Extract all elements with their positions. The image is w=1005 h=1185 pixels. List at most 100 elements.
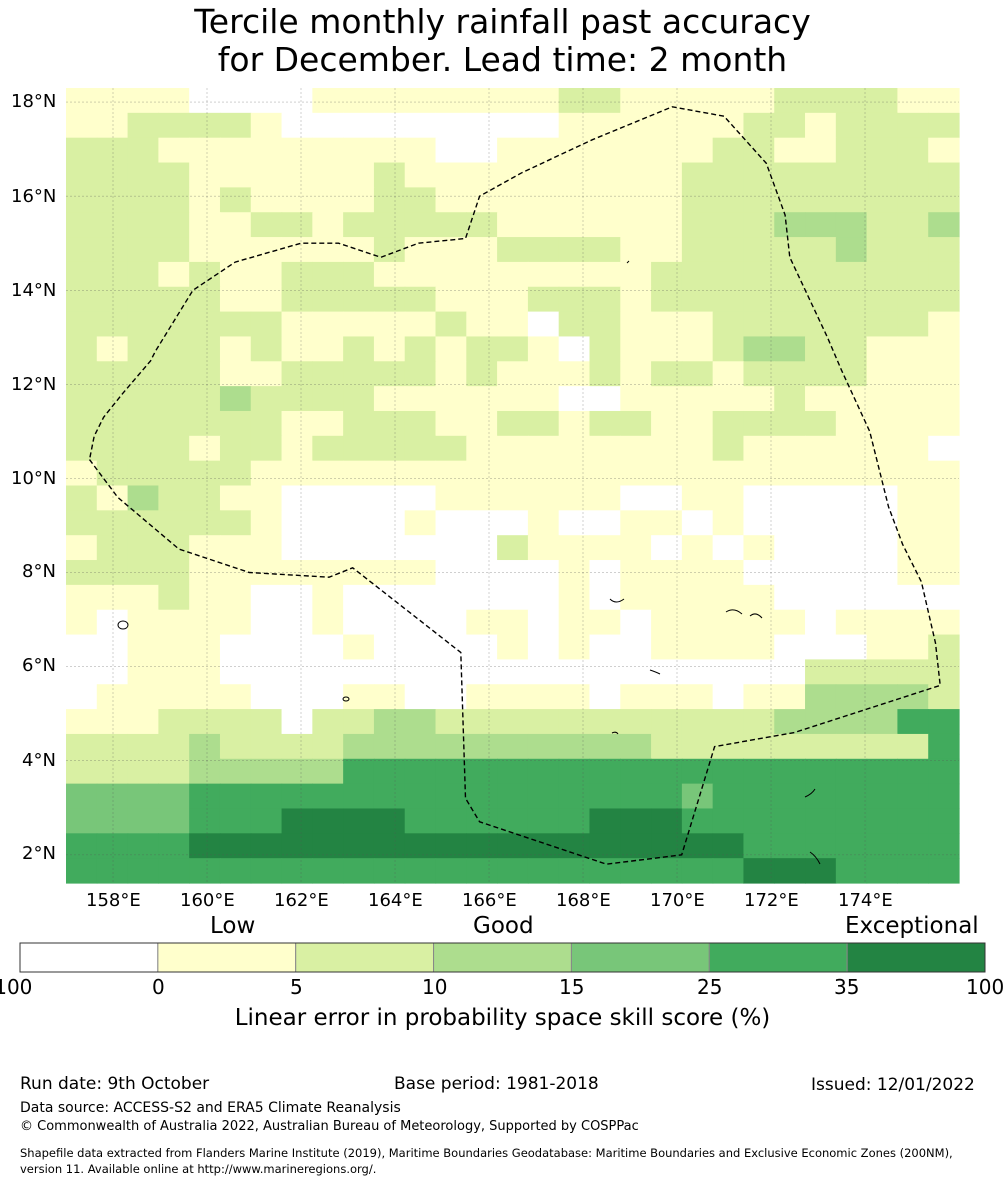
skill-cell [127,112,159,139]
skill-cell [497,460,529,487]
skill-cell [158,137,190,164]
skill-cell [774,684,806,710]
skill-cell [866,485,899,511]
skill-cell [404,460,437,487]
skill-cell [712,584,745,611]
skill-cell [96,435,129,462]
skill-cell [712,237,745,263]
skill-cell [343,709,375,735]
skill-cell [897,758,929,785]
skill-cell [373,510,406,536]
skill-cell [373,311,406,338]
skill-cell [127,386,159,412]
skill-cell [558,261,591,288]
skill-cell [928,833,960,859]
skill-cell [527,311,560,338]
skill-cell [466,758,498,785]
skill-cell [928,311,960,338]
skill-cell [805,485,837,511]
skill-cell [497,112,529,139]
skill-cell [712,758,745,785]
skill-cell [774,212,806,238]
skill-cell [189,311,221,338]
skill-cell [435,386,467,412]
skill-cell [189,684,221,710]
skill-cell [250,609,283,636]
skill-cell [66,162,98,188]
skill-cell [66,212,98,238]
skill-cell [281,311,313,338]
skill-cell [343,659,375,685]
skill-cell [312,410,344,437]
skill-cell [219,336,252,362]
skill-cell [66,733,98,760]
skill-cell [805,584,837,611]
island-outlines [117,260,821,865]
skill-cell [835,311,868,338]
skill-cell [928,783,960,810]
skill-cell [312,386,344,412]
skill-cell [435,137,467,164]
skill-cell [835,783,868,810]
skill-cell [343,535,375,561]
skill-cell [281,783,313,810]
skill-cell [404,758,437,785]
skill-cell [66,137,98,164]
skill-cell [712,510,745,536]
skill-cell [96,733,129,760]
skill-cell [466,833,498,859]
skill-cell [651,858,683,884]
skill-cell [897,460,929,487]
issued-date: Issued: 12/01/2022 [811,1075,975,1095]
skill-cell [281,162,313,188]
skill-cell [928,609,960,636]
skill-cell [835,435,868,462]
skill-cell [404,137,437,164]
skill-cell [589,112,621,139]
skill-cell [158,808,190,834]
skill-cell [558,634,591,660]
skill-cell [373,435,406,462]
skill-cell [527,410,560,437]
legend-color-swatch [19,942,159,973]
skill-cell [66,336,98,362]
legend-axis-title: Linear error in probability space skill … [234,1005,771,1031]
skill-cell [189,584,221,611]
skill-cell [189,709,221,735]
skill-cell [835,858,868,884]
skill-cell [96,485,129,511]
lon-tick-label: 160°E [180,890,235,911]
skill-cell [66,261,98,288]
skill-cell [651,758,683,785]
skill-cell [312,336,344,362]
skill-cell [805,460,837,487]
skill-cell [558,386,591,412]
skill-cell [66,783,98,810]
skill-cell [620,659,652,685]
skill-cell [620,361,652,387]
skill-cell [219,261,252,288]
skill-cell [343,808,375,834]
skill-cell [805,162,837,188]
skill-cell [466,733,498,760]
skill-cell [743,311,775,338]
skill-cell [404,510,437,536]
skill-cell [866,510,899,536]
legend-colorbar [19,942,986,973]
skill-cell [404,212,437,238]
skill-cell [651,808,683,834]
skill-cell [558,336,591,362]
skill-cell [681,361,714,387]
skill-cell [158,386,190,412]
skill-cell [620,584,652,611]
lat-tick-label: 16°N [11,186,57,207]
skill-cell [497,435,529,462]
skill-cell [743,485,775,511]
skill-cell [466,609,498,636]
skill-cell [774,137,806,164]
skill-cell [620,758,652,785]
skill-cell [620,833,652,859]
skill-cell [866,410,899,437]
skill-cell [527,336,560,362]
skill-cell [835,485,868,511]
